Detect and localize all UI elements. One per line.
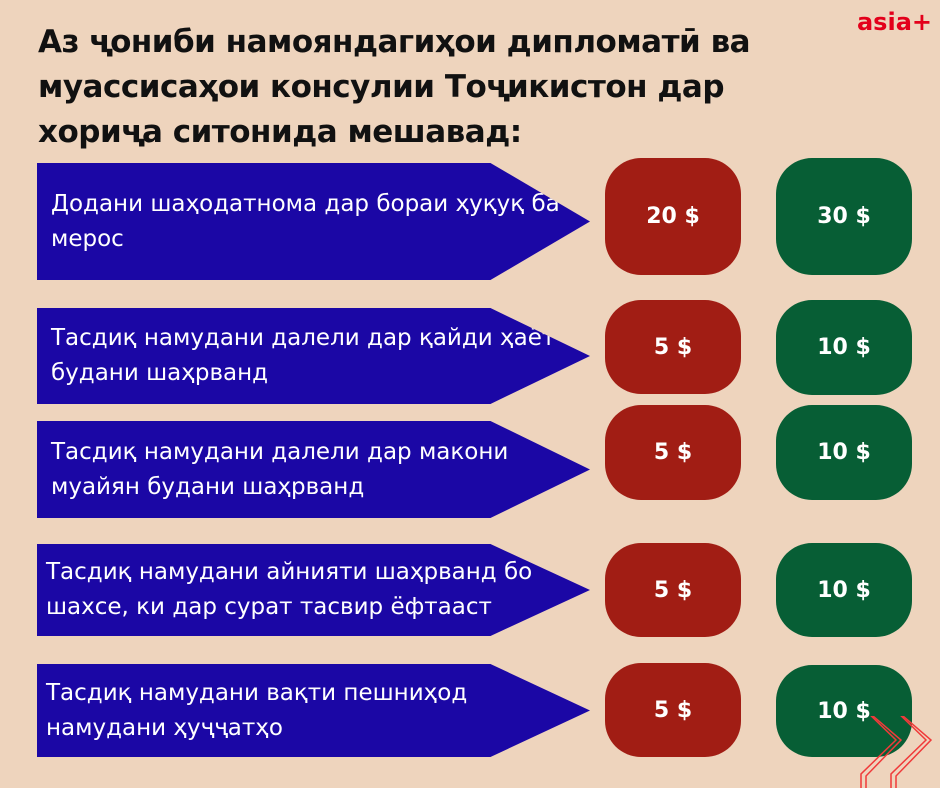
service-arrow: Тасдиқ намудани вақти пешниҳод намудани … [37,664,590,757]
page-title: Аз ҷониби намояндагиҳои дипломатӣ ва муа… [38,24,751,150]
fee-red: 5 $ [605,663,741,757]
fee-green: 10 $ [776,665,912,757]
fee-green: 10 $ [776,300,912,395]
fee-red: 5 $ [605,300,741,394]
double-chevron-icon [860,716,933,788]
fee-red: 20 $ [605,158,741,275]
asia-plus-logo: asia+ [856,8,932,36]
service-arrow: Тасдиқ намудани далели дар макони муайян… [37,421,590,518]
fee-green: 10 $ [776,543,912,637]
service-arrow: Тасдиқ намудани айнияти шаҳрванд бо шахс… [37,544,590,636]
service-arrow: Тасдиқ намудани далели дар қайди ҳаёт бу… [37,308,590,404]
fee-red: 5 $ [605,405,741,500]
service-arrow: Додани шаҳодатнома дар бораи ҳуқуқ ба ме… [37,163,590,280]
fee-red: 5 $ [605,543,741,637]
fee-green: 10 $ [776,405,912,500]
fee-green: 30 $ [776,158,912,275]
